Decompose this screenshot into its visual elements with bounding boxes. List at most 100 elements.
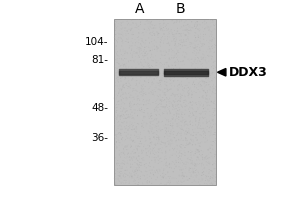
Point bbox=[149, 155, 154, 158]
Point bbox=[193, 55, 198, 58]
Point bbox=[212, 66, 217, 69]
Point bbox=[114, 141, 119, 144]
Point bbox=[132, 121, 137, 124]
Point bbox=[182, 74, 186, 77]
Point bbox=[161, 177, 166, 180]
Point bbox=[148, 112, 153, 115]
Point bbox=[203, 110, 208, 113]
Point bbox=[127, 102, 132, 105]
Point bbox=[179, 156, 184, 159]
Point bbox=[119, 164, 124, 168]
Point bbox=[148, 120, 153, 123]
Point bbox=[119, 167, 124, 170]
Point bbox=[202, 178, 207, 181]
Point bbox=[176, 161, 181, 164]
Point bbox=[114, 162, 119, 166]
Point bbox=[166, 142, 171, 145]
Point bbox=[183, 105, 188, 108]
Point bbox=[158, 108, 162, 111]
Point bbox=[122, 52, 127, 55]
Point bbox=[204, 116, 208, 119]
Point bbox=[213, 133, 218, 136]
Point bbox=[163, 123, 168, 126]
Point bbox=[196, 131, 200, 134]
Point bbox=[196, 43, 200, 46]
Point bbox=[182, 94, 187, 97]
Point bbox=[211, 67, 216, 70]
Point bbox=[157, 148, 161, 151]
Point bbox=[168, 179, 173, 183]
Point bbox=[113, 65, 118, 68]
Point bbox=[205, 62, 209, 65]
Point bbox=[149, 47, 154, 50]
Point bbox=[213, 103, 218, 106]
Point bbox=[172, 95, 177, 98]
Point bbox=[152, 33, 157, 37]
Point bbox=[158, 142, 162, 145]
Point bbox=[165, 88, 170, 91]
Point bbox=[183, 56, 188, 59]
Point bbox=[145, 53, 149, 56]
Point bbox=[186, 114, 191, 118]
Point bbox=[150, 120, 154, 123]
Point bbox=[134, 26, 139, 29]
Point bbox=[148, 115, 153, 118]
Point bbox=[140, 37, 144, 40]
Point bbox=[194, 163, 199, 166]
Point bbox=[193, 46, 198, 50]
Point bbox=[122, 160, 127, 163]
Point bbox=[150, 118, 154, 121]
Point bbox=[174, 66, 179, 69]
Point bbox=[209, 30, 214, 34]
Point bbox=[148, 75, 153, 78]
Point bbox=[156, 47, 161, 50]
Point bbox=[210, 55, 214, 58]
Point bbox=[188, 116, 193, 119]
Point bbox=[137, 91, 142, 94]
Point bbox=[196, 148, 201, 152]
Point bbox=[150, 34, 154, 37]
Point bbox=[145, 63, 150, 66]
Point bbox=[212, 127, 217, 130]
Point bbox=[120, 33, 125, 36]
Point bbox=[169, 112, 173, 115]
Point bbox=[180, 88, 185, 91]
Point bbox=[181, 51, 185, 54]
Point bbox=[204, 77, 209, 80]
Point bbox=[143, 32, 148, 36]
Point bbox=[163, 25, 167, 28]
Point bbox=[172, 93, 177, 97]
Point bbox=[146, 112, 150, 115]
Point bbox=[176, 180, 181, 183]
Point bbox=[173, 44, 178, 47]
Point bbox=[194, 180, 198, 183]
Point bbox=[120, 70, 124, 73]
Point bbox=[165, 171, 170, 174]
Point bbox=[186, 38, 191, 42]
Point bbox=[201, 79, 206, 83]
Point bbox=[173, 118, 178, 121]
Point bbox=[146, 81, 151, 84]
Point bbox=[123, 146, 128, 149]
Point bbox=[113, 25, 118, 28]
Point bbox=[187, 177, 192, 180]
Point bbox=[114, 77, 119, 80]
Point bbox=[178, 100, 183, 103]
Point bbox=[130, 96, 135, 99]
Point bbox=[159, 85, 164, 88]
Point bbox=[171, 22, 176, 25]
Point bbox=[122, 59, 127, 62]
Point bbox=[194, 77, 198, 81]
Point bbox=[149, 130, 154, 133]
Point bbox=[175, 105, 179, 108]
Point bbox=[162, 93, 167, 96]
Point bbox=[205, 83, 209, 87]
Point bbox=[210, 177, 215, 180]
Point bbox=[135, 45, 140, 48]
Point bbox=[179, 25, 184, 28]
Point bbox=[195, 148, 200, 151]
Point bbox=[188, 107, 193, 110]
Point bbox=[136, 109, 141, 112]
Point bbox=[160, 105, 165, 108]
Point bbox=[127, 181, 132, 185]
